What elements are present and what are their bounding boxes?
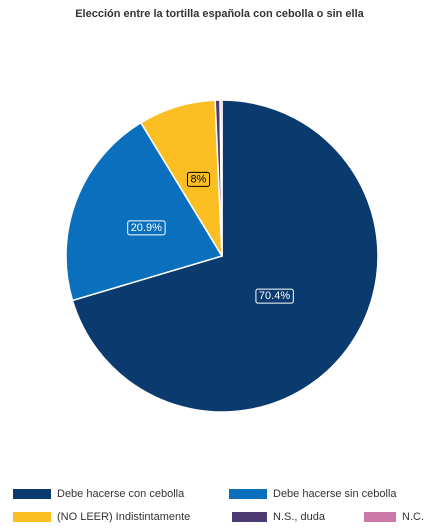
legend-label: Debe hacerse sin cebolla	[273, 488, 397, 500]
legend-item-con-cebolla[interactable]: Debe hacerse con cebolla	[13, 488, 184, 500]
slice-data-label: 70.4%	[255, 288, 294, 304]
svg-text:8%: 8%	[190, 173, 206, 185]
legend-item-sin-cebolla[interactable]: Debe hacerse sin cebolla	[229, 488, 397, 500]
slice-data-label: 8%	[186, 171, 211, 187]
pie-slice[interactable]	[65, 121, 224, 302]
legend-swatch	[364, 512, 396, 522]
svg-text:20.9%: 20.9%	[131, 222, 162, 234]
legend-label: (NO LEER) Indistintamente	[57, 511, 191, 523]
slice-data-label: 20.9%	[127, 220, 166, 236]
legend-swatch	[229, 489, 267, 499]
svg-text:70.4%: 70.4%	[259, 290, 290, 302]
legend-item-ns-duda[interactable]: N.S., duda	[232, 511, 325, 523]
legend-label: N.C.	[402, 511, 424, 523]
chart-title: Elección entre la tortilla española con …	[75, 8, 364, 20]
legend-item-nc[interactable]: N.C.	[364, 511, 424, 523]
legend-swatch	[13, 512, 51, 522]
legend-item-indistintamente[interactable]: (NO LEER) Indistintamente	[13, 511, 190, 523]
legend-label: Debe hacerse con cebolla	[57, 488, 185, 500]
pie-slice[interactable]	[71, 99, 379, 413]
pie-slice[interactable]	[219, 99, 223, 257]
legend-swatch	[13, 489, 51, 499]
legend-label: N.S., duda	[273, 511, 325, 523]
legend-swatch	[232, 512, 267, 522]
